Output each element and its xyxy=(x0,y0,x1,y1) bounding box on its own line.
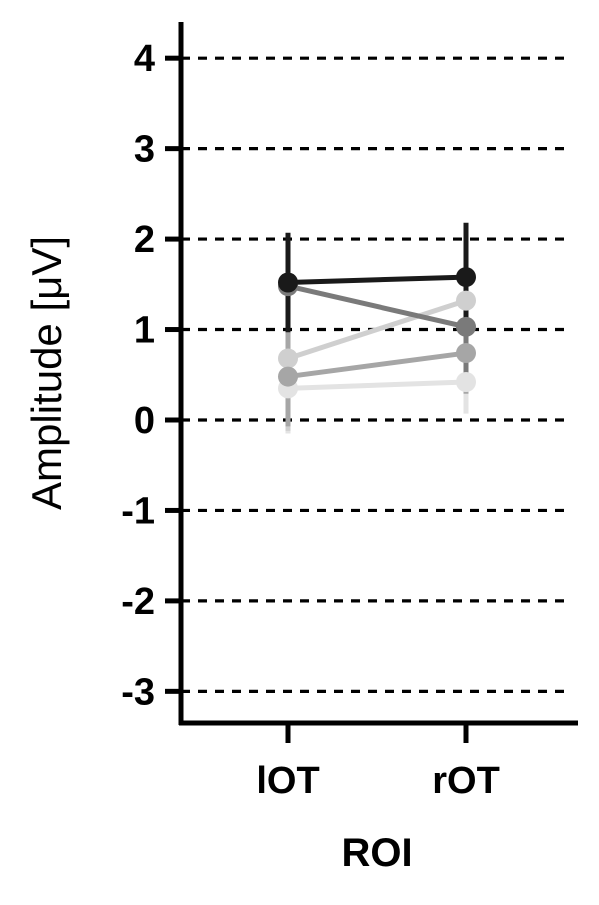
y-tick-label: 1 xyxy=(134,310,155,352)
tick-labels: -3 -2 -1 0 1 2 3 4 lOT rOT xyxy=(121,38,500,802)
x-tick-label: rOT xyxy=(432,760,500,802)
data-points xyxy=(278,267,476,399)
data-point xyxy=(278,366,298,387)
x-tick-label: lOT xyxy=(256,760,319,802)
y-tick-label: 4 xyxy=(134,38,155,80)
series-line xyxy=(287,298,467,361)
series-line xyxy=(287,350,467,380)
series-line xyxy=(287,379,467,391)
series-lines xyxy=(287,274,467,391)
x-axis-title: ROI xyxy=(341,831,412,875)
axes xyxy=(165,22,578,743)
data-point xyxy=(456,290,476,311)
y-tick-label: -3 xyxy=(121,671,155,713)
y-tick-label: -2 xyxy=(121,581,155,623)
series-line xyxy=(287,283,467,330)
y-tick-label: -1 xyxy=(121,490,155,532)
y-tick-label: 3 xyxy=(134,129,155,171)
y-tick-label: 2 xyxy=(134,219,155,261)
y-axis-title: Amplitude [μV] xyxy=(23,236,70,510)
gridlines xyxy=(181,56,568,693)
y-tick-label: 0 xyxy=(134,400,155,442)
data-point xyxy=(456,343,476,364)
series-line xyxy=(287,274,467,285)
data-point xyxy=(456,371,476,392)
data-point xyxy=(278,272,298,293)
data-point xyxy=(456,267,476,288)
data-point xyxy=(278,348,298,369)
data-point xyxy=(456,316,476,337)
